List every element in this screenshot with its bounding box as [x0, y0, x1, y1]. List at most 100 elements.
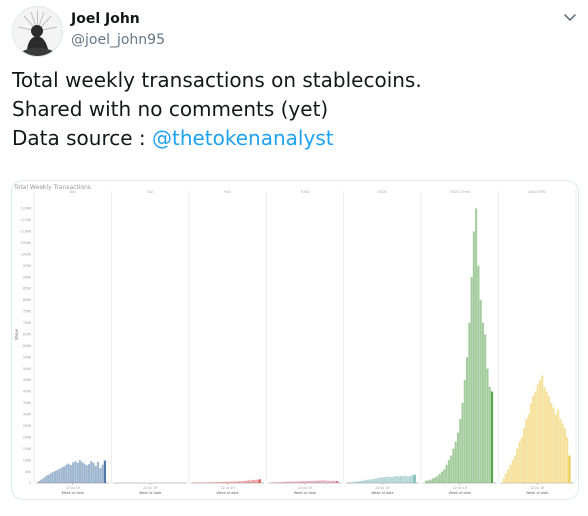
bar: [466, 357, 469, 483]
bar: [441, 471, 444, 483]
bar: [431, 478, 435, 483]
y-tick-label: 1100K: [21, 230, 32, 234]
bar: [324, 480, 327, 483]
bar: [211, 482, 214, 483]
bar: [208, 482, 211, 483]
y-tick-label: 250K: [23, 424, 32, 428]
bar: [322, 480, 325, 483]
bar: [38, 481, 41, 483]
avatar-image: [13, 7, 62, 56]
bar: [475, 208, 478, 483]
x-axis-label: Week of date: [216, 491, 238, 495]
bar: [552, 407, 555, 483]
bar: [69, 465, 72, 483]
bar: [311, 480, 314, 483]
bar: [42, 477, 45, 483]
bar: [559, 418, 562, 483]
bar: [402, 476, 405, 483]
bar: [286, 481, 289, 483]
tweet-text-line-2: Shared with no comments (yet): [12, 97, 329, 121]
bar: [504, 473, 507, 483]
bar: [304, 481, 307, 483]
bar: [90, 461, 93, 483]
y-tick-label: 50K: [25, 470, 32, 474]
bar: [456, 432, 460, 483]
bar: [67, 463, 70, 483]
bar: [372, 478, 375, 483]
bar: [518, 441, 521, 483]
y-tick-label: 1150K: [21, 218, 32, 222]
bar: [450, 455, 453, 483]
bar: [94, 465, 97, 483]
bar: [204, 482, 207, 483]
bar: [399, 475, 403, 483]
bar: [81, 461, 84, 483]
bar: [279, 482, 282, 483]
bar: [429, 479, 432, 483]
x-axis-label: Week of date: [139, 491, 161, 495]
series-header: USDT-Omni: [450, 190, 471, 194]
tweet-media-chart[interactable]: Total Weekly Transactions Value 0 50K 100K 1…: [11, 180, 579, 500]
bar: [245, 480, 248, 483]
bar: [65, 464, 68, 483]
x-tick-label: 22 Jul 19: [298, 486, 312, 490]
bar: [60, 467, 63, 483]
series-header: USDC: [377, 190, 388, 194]
bar: [224, 481, 227, 483]
bar-latest: [491, 391, 494, 483]
x-tick-label: 22 Jul 19: [66, 486, 80, 490]
bar: [481, 322, 484, 483]
bar: [566, 437, 569, 483]
bar: [47, 474, 50, 483]
bar: [397, 476, 400, 483]
bar: [197, 482, 200, 483]
y-tick-label: 800K: [23, 298, 32, 302]
author-name[interactable]: Joel John: [71, 11, 140, 27]
bar: [292, 481, 296, 483]
bar: [247, 480, 250, 483]
series-header: PAX: [224, 190, 231, 194]
bar: [333, 480, 336, 483]
bar: [386, 476, 389, 483]
tweet-text-line-1: Total weekly transactions on stablecoins…: [12, 68, 422, 92]
bar: [101, 464, 104, 483]
bar: [281, 482, 284, 483]
y-tick-label: 650K: [23, 332, 32, 336]
bar: [527, 414, 530, 483]
bar: [58, 468, 61, 483]
bar: [543, 386, 546, 483]
bar: [231, 481, 234, 483]
series-header: USDT-ERC: [528, 190, 546, 194]
bar: [436, 476, 439, 483]
bar-latest: [258, 479, 261, 483]
chevron-down-icon[interactable]: [562, 10, 578, 26]
y-tick-label: 1050K: [21, 241, 32, 245]
mention-link[interactable]: @thetokenanalyst: [151, 126, 334, 150]
avatar[interactable]: [12, 6, 63, 57]
y-axis-label: Value: [14, 328, 19, 340]
bar: [513, 455, 516, 483]
bar: [195, 482, 198, 483]
bar: [470, 277, 473, 483]
x-axis-label: Week of date: [371, 491, 393, 495]
y-tick-label: 200K: [23, 435, 32, 439]
bar: [484, 334, 487, 483]
bar: [404, 475, 407, 483]
bar: [390, 477, 393, 483]
bar: [529, 402, 532, 483]
bar: [359, 481, 362, 483]
bar: [242, 480, 245, 483]
bar: [192, 482, 195, 483]
bar: [62, 466, 66, 483]
bar: [377, 477, 380, 483]
bar: [299, 481, 302, 483]
bar: [463, 380, 466, 483]
x-axis-label: Week of date: [449, 491, 471, 495]
bar: [327, 480, 330, 483]
stablecoin-chart: Total Weekly Transactions Value 0 50K 100K 1…: [13, 184, 577, 495]
author-handle[interactable]: @joel_john95: [71, 32, 165, 48]
bar: [213, 482, 216, 483]
bar: [409, 476, 412, 483]
tweet-text-line-3: Data source : @thetokenanalyst: [12, 124, 572, 153]
bar: [78, 460, 81, 483]
